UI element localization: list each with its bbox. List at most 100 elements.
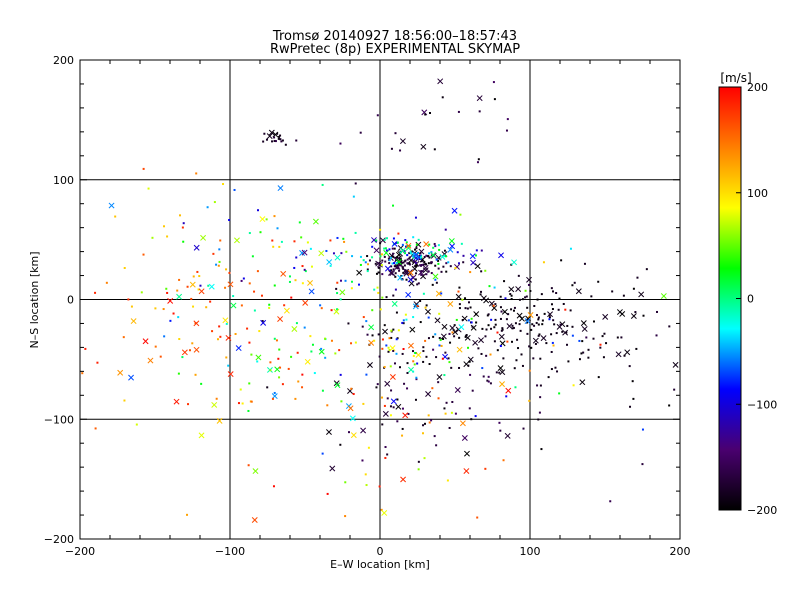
data-point-dot — [178, 278, 181, 281]
data-point-dot — [412, 370, 415, 373]
data-point-dot — [271, 140, 274, 143]
data-point-dot — [387, 346, 390, 349]
data-point-x-marker — [458, 324, 465, 331]
data-point-dot — [406, 258, 409, 261]
x-marker-stroke — [211, 401, 218, 408]
x-marker-stroke — [436, 374, 443, 381]
data-point-dot — [340, 252, 343, 255]
x-marker-stroke — [167, 297, 174, 304]
data-point-dot — [527, 283, 530, 286]
x-marker-stroke — [408, 342, 414, 349]
x-marker-stroke — [329, 465, 336, 472]
data-point-dot — [206, 206, 209, 209]
data-point-dot — [177, 316, 180, 319]
x-marker-stroke — [463, 468, 470, 474]
data-point-dot — [500, 310, 503, 313]
x-marker-stroke — [463, 361, 470, 368]
data-point-dot — [490, 327, 493, 330]
data-point-dot — [224, 286, 227, 289]
data-point-dot — [629, 405, 632, 408]
data-point-dot — [94, 291, 97, 294]
x-marker-stroke — [470, 259, 477, 266]
data-point-dot — [415, 261, 418, 264]
data-point-dot — [191, 342, 194, 345]
data-point-x-marker — [368, 324, 375, 331]
x-tick-label: −200 — [65, 545, 95, 558]
data-point-dot — [479, 293, 482, 296]
data-point-dot — [402, 271, 405, 274]
data-point-dot — [583, 262, 586, 265]
data-point-dot — [548, 318, 551, 321]
data-point-dot — [460, 242, 463, 245]
data-point-dot — [466, 307, 469, 310]
data-point-dot — [528, 399, 531, 402]
data-point-x-marker — [498, 252, 504, 259]
data-point-dot — [602, 356, 605, 359]
x-marker-stroke — [255, 354, 262, 361]
data-point-dot — [461, 319, 464, 322]
data-point-dot — [394, 132, 397, 135]
data-point-dot — [310, 265, 313, 268]
data-point-dot — [273, 215, 276, 218]
data-point-dot — [321, 389, 324, 392]
data-point-x-marker — [581, 326, 588, 332]
data-point-x-marker — [452, 329, 459, 336]
data-point-dot — [375, 239, 378, 242]
data-point-x-marker — [193, 320, 200, 327]
data-point-dot — [339, 298, 342, 301]
x-marker-stroke — [472, 339, 479, 346]
data-point-dot — [288, 280, 291, 283]
data-point-dot — [448, 361, 451, 364]
data-point-dot — [384, 456, 387, 459]
data-point-dot — [587, 348, 590, 351]
data-point-dot — [499, 345, 502, 348]
data-point-dot — [162, 308, 165, 311]
x-marker-stroke — [408, 366, 414, 373]
data-point-x-marker — [307, 280, 314, 286]
data-point-dot — [380, 253, 383, 256]
data-point-dot — [511, 324, 514, 327]
data-point-dot — [251, 255, 254, 258]
x-marker-stroke — [271, 393, 278, 400]
data-point-dot — [467, 319, 470, 322]
data-point-dot — [336, 292, 339, 295]
data-point-x-marker — [349, 415, 356, 422]
data-point-dot — [539, 396, 542, 399]
data-point-dot — [524, 296, 527, 299]
x-marker-stroke — [381, 510, 388, 516]
data-point-dot — [383, 324, 386, 327]
x-marker-stroke — [350, 432, 357, 439]
data-point-dot — [240, 279, 243, 282]
data-point-x-marker — [405, 291, 412, 298]
x-tick-label: 100 — [520, 545, 541, 558]
data-point-dot — [559, 323, 562, 326]
data-point-x-marker — [389, 270, 396, 277]
data-point-x-marker — [334, 382, 341, 389]
data-point-dot — [503, 280, 506, 283]
x-marker-stroke — [283, 307, 290, 314]
data-point-x-marker — [459, 420, 466, 427]
data-point-dot — [447, 261, 450, 264]
data-point-x-marker — [672, 361, 679, 368]
data-point-dot — [534, 342, 537, 345]
data-point-x-marker — [498, 333, 505, 340]
data-point-dot — [498, 421, 501, 424]
data-point-dot — [569, 309, 572, 312]
colorbar-tick-label: 0 — [747, 293, 754, 306]
data-point-dot — [241, 402, 244, 405]
data-point-dot — [389, 405, 392, 408]
data-point-dot — [434, 245, 437, 248]
data-point-dot — [350, 280, 353, 283]
data-point-x-marker — [333, 380, 340, 387]
data-point-x-marker — [308, 288, 315, 295]
data-point-x-marker — [382, 328, 388, 335]
data-point-dot — [273, 284, 276, 287]
data-point-x-marker — [227, 371, 234, 378]
data-point-dot — [425, 355, 428, 358]
data-point-x-marker — [464, 450, 470, 457]
data-point-dot — [519, 329, 522, 332]
data-point-dot — [470, 321, 473, 324]
data-point-dot — [435, 258, 438, 261]
x-marker-stroke — [498, 252, 504, 259]
data-point-dot — [397, 329, 400, 332]
